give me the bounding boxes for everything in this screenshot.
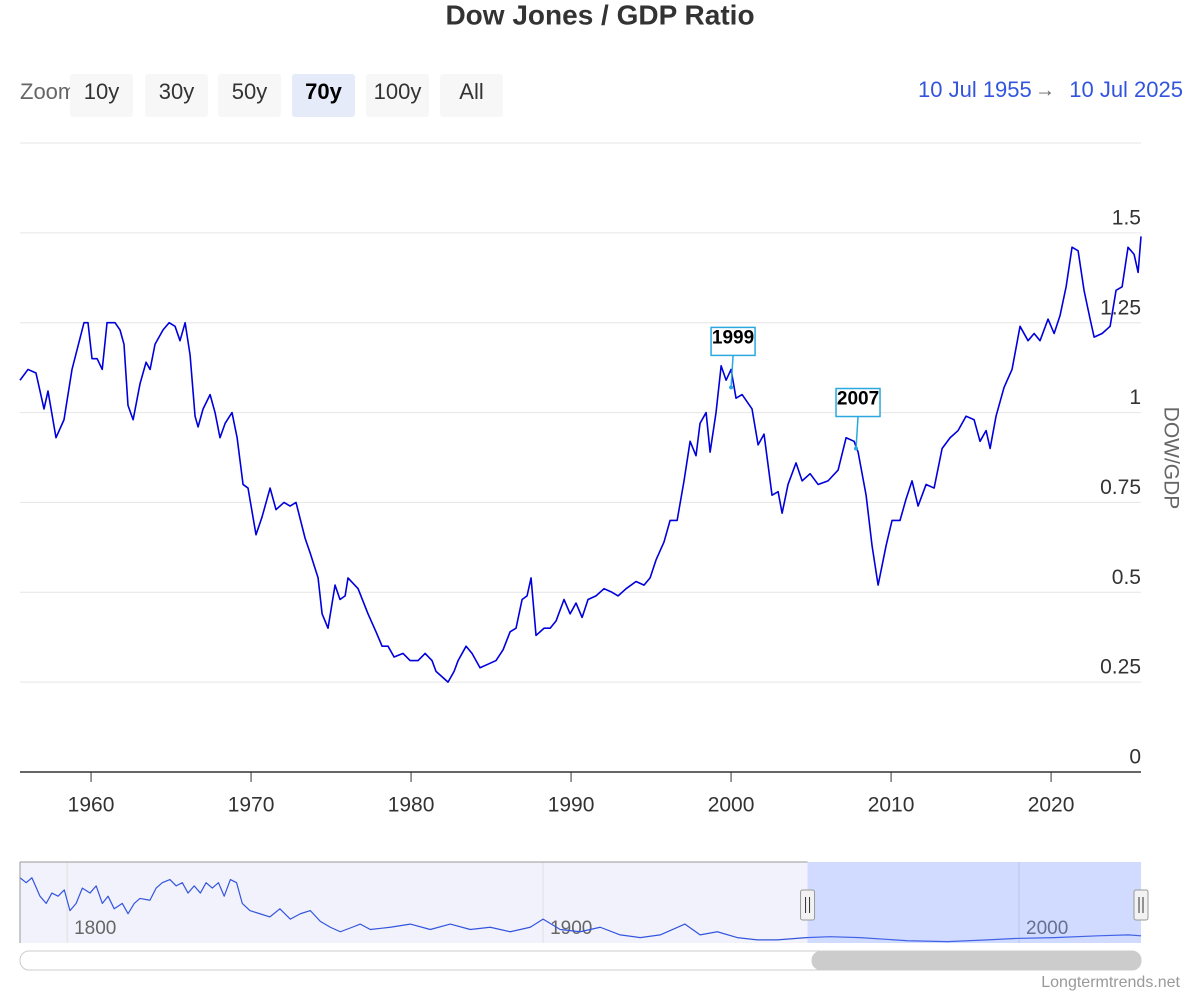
y-tick-label: 0.25	[1100, 656, 1141, 679]
x-tick-label: 1990	[548, 794, 595, 817]
zoom-button-label[interactable]: 100y	[374, 79, 422, 104]
y-tick-label: 1.5	[1112, 206, 1141, 229]
zoom-button-label[interactable]: 10y	[84, 79, 119, 104]
navigator-handle-grip	[805, 897, 811, 913]
annotation-flag	[710, 326, 756, 357]
y-axis-title: DOW/GDP	[1159, 407, 1182, 510]
chart-title: Dow Jones / GDP Ratio	[445, 0, 754, 30]
x-tick-label: 2020	[1028, 794, 1075, 817]
zoom-button[interactable]	[366, 74, 429, 117]
range-to[interactable]: 10 Jul 2025	[1069, 77, 1183, 102]
x-tick-label: 1960	[68, 794, 115, 817]
navigator-handle[interactable]	[1133, 889, 1149, 921]
x-tick-label: 2000	[708, 794, 755, 817]
zoom-button[interactable]	[292, 74, 355, 117]
navigator-handle[interactable]	[800, 889, 816, 921]
zoom-label: Zoom	[20, 79, 76, 104]
zoom-button-label[interactable]: All	[459, 79, 483, 104]
navigator-outline	[19, 861, 808, 943]
range-separator: →	[1035, 79, 1055, 101]
navigator-outside	[20, 862, 808, 943]
zoom-button-label[interactable]: 50y	[232, 79, 267, 104]
credits: Longtermtrends.net	[1041, 974, 1180, 991]
y-tick-label: 0	[1129, 746, 1141, 769]
zoom-button-label[interactable]: 70y	[305, 79, 342, 104]
data-line	[19, 236, 1142, 683]
zoom-button[interactable]	[145, 74, 208, 117]
navigator-tick-label: 1900	[550, 918, 592, 939]
annotation-label: 2007	[837, 389, 879, 410]
data-line	[19, 877, 1142, 943]
zoom-button[interactable]	[218, 74, 281, 117]
navigator-selection	[807, 862, 1141, 943]
navigator-tick-label: 2000	[1026, 918, 1068, 939]
range-from[interactable]: 10 Jul 1955	[918, 77, 1032, 102]
y-tick-label: 0.75	[1100, 476, 1141, 499]
annotation-point	[854, 446, 859, 451]
annotation-label: 1999	[712, 327, 754, 348]
y-tick-label: 0.5	[1112, 566, 1141, 589]
x-tick-label: 1970	[228, 794, 275, 817]
scrollbar-thumb[interactable]	[811, 951, 1141, 970]
annotation-connector	[730, 355, 734, 388]
annotation-point	[729, 385, 734, 390]
x-tick-label: 1980	[388, 794, 435, 817]
navigator-tick-label: 1800	[74, 918, 116, 939]
y-tick-label: 1.25	[1100, 296, 1141, 319]
zoom-button-label[interactable]: 30y	[159, 79, 194, 104]
zoom-button[interactable]	[440, 74, 503, 117]
navigator-handle-grip	[1138, 897, 1144, 913]
annotation-flag	[835, 387, 881, 418]
zoom-button[interactable]	[70, 74, 133, 117]
x-tick-label: 2010	[868, 794, 915, 817]
annotation-connector	[855, 416, 859, 449]
y-tick-label: 1	[1129, 386, 1141, 409]
